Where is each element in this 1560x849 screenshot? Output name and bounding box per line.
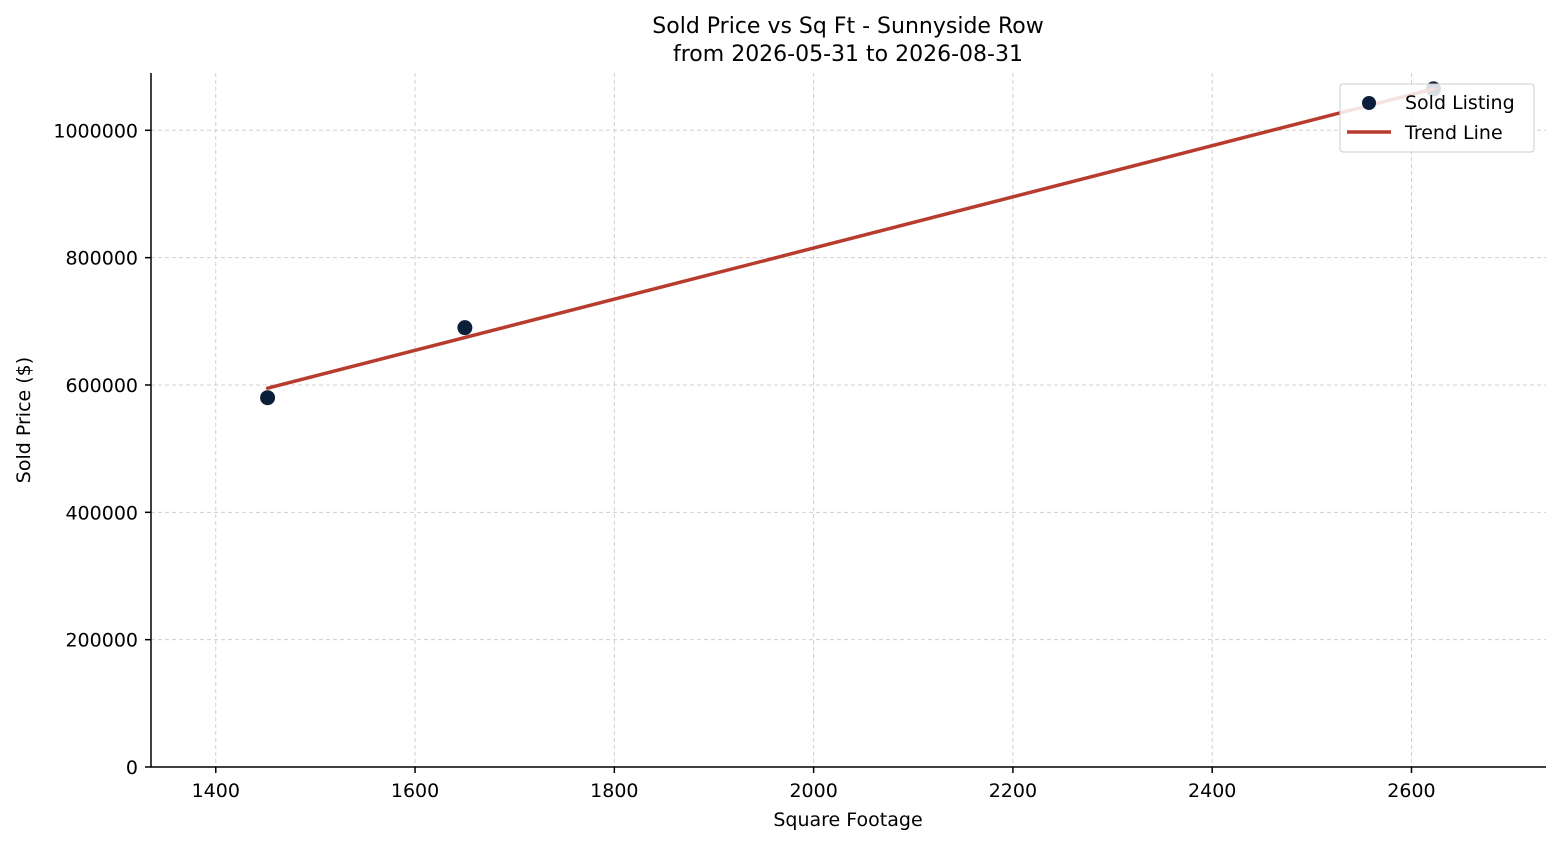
legend-marker-sold-listing bbox=[1362, 96, 1376, 110]
legend: Sold Listing Trend Line bbox=[1339, 83, 1535, 153]
sold-listing-point bbox=[457, 320, 473, 336]
legend-label-sold-listing: Sold Listing bbox=[1405, 92, 1515, 114]
x-tick-label: 1400 bbox=[192, 780, 240, 802]
y-tick-label: 0 bbox=[126, 757, 138, 779]
y-tick-label: 200000 bbox=[65, 630, 138, 652]
x-tick-label: 2200 bbox=[989, 780, 1037, 802]
chart-subtitle: from 2026-05-31 to 2026-08-31 bbox=[673, 42, 1023, 67]
legend-box bbox=[1339, 83, 1535, 153]
x-tick-label: 1600 bbox=[391, 780, 439, 802]
x-axis-label: Square Footage bbox=[773, 809, 922, 831]
y-axis-label: Sold Price ($) bbox=[13, 357, 35, 483]
x-tick-label: 2400 bbox=[1188, 780, 1236, 802]
sold-listing-point bbox=[260, 390, 276, 406]
legend-label-trend-line: Trend Line bbox=[1404, 122, 1503, 144]
x-tick-label: 2600 bbox=[1387, 780, 1435, 802]
trend-line bbox=[265, 87, 1436, 390]
y-tick-label: 1000000 bbox=[53, 120, 138, 142]
x-tick-label: 2000 bbox=[789, 780, 837, 802]
axes bbox=[145, 73, 1546, 773]
data-series bbox=[260, 81, 1441, 406]
y-tick-label: 600000 bbox=[65, 375, 138, 397]
y-tick-label: 400000 bbox=[65, 502, 138, 524]
tick-labels: 1400 1600 1800 2000 2200 2400 2600 0 200000 40000… bbox=[53, 120, 1435, 802]
chart-title: Sold Price vs Sq Ft - Sunnyside Row bbox=[652, 14, 1043, 39]
grid-lines bbox=[151, 73, 1546, 768]
x-tick-label: 1800 bbox=[590, 780, 638, 802]
y-tick-label: 800000 bbox=[65, 248, 138, 270]
